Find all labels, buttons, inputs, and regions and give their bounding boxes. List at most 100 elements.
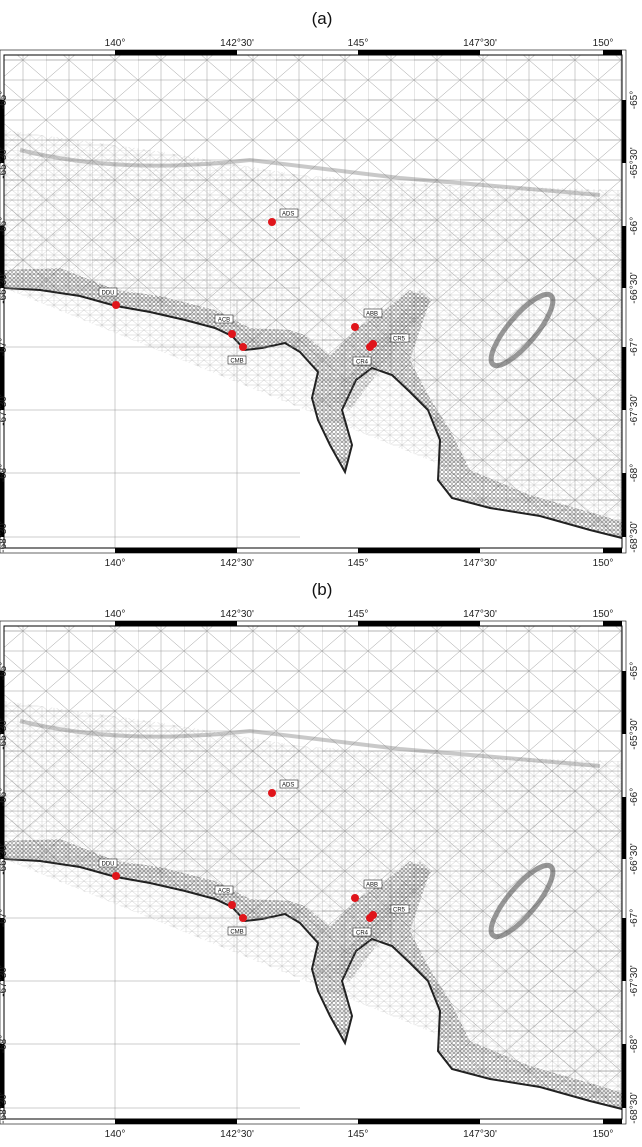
station-marker (366, 343, 374, 351)
latitude-label: -67°30' (629, 394, 640, 426)
station-label: ABB (366, 883, 378, 889)
map-frame (3, 625, 623, 1120)
station-label: CR5 (393, 908, 406, 914)
station-marker (112, 872, 120, 880)
border-bar (603, 50, 622, 55)
border-bar (0, 1044, 4, 1108)
border-outline (0, 620, 627, 1125)
border-bar (0, 226, 4, 288)
border-bar (622, 797, 626, 859)
coastal-dense-mesh (4, 268, 622, 538)
longitude-label: 142°30' (220, 1129, 254, 1140)
border-bar (603, 548, 622, 553)
latitude-label: -65°30' (629, 718, 640, 750)
latitude-label: -68°30' (0, 521, 9, 553)
map-panel: (a) 140° 140° 142°30' 142°30' 145° 145° 147°30'… (0, 9, 640, 569)
border-bar (622, 918, 626, 981)
longitude-label: 140° (105, 558, 126, 569)
latitude-label: -68° (629, 1035, 640, 1053)
coastal-dense-mesh (4, 839, 622, 1109)
station-label-box (98, 287, 118, 297)
station-marker (228, 901, 236, 909)
longitude-label: 145° (348, 1129, 369, 1140)
station-label: ADS (282, 212, 294, 218)
station-label-box (98, 858, 118, 868)
shelf-mesh (4, 130, 622, 538)
station-marker (268, 789, 276, 797)
border-bar (622, 226, 626, 288)
longitude-label: 150° (593, 38, 614, 49)
longitude-label: 147°30' (463, 38, 497, 49)
latitude-label: -67°30' (0, 394, 9, 426)
longitude-label: 142°30' (220, 558, 254, 569)
station-marker (351, 323, 359, 331)
latitude-label: -65°30' (629, 147, 640, 179)
latitude-label: -67° (0, 909, 9, 927)
latitude-label: -67°30' (0, 965, 9, 997)
station-label: ACB (218, 889, 230, 895)
latitude-label: -66°30' (629, 843, 640, 875)
latitude-label: -68° (629, 464, 640, 482)
border-bar (0, 100, 4, 163)
border-bar (0, 473, 4, 537)
station-marker (268, 218, 276, 226)
border-bar (358, 50, 480, 55)
border-bar (622, 1044, 626, 1108)
latitude-label: -66° (0, 217, 9, 235)
border-bar (0, 347, 4, 410)
border-bar (622, 473, 626, 537)
latitude-label: -66° (0, 788, 9, 806)
longitude-label: 140° (105, 38, 126, 49)
border-bar (0, 797, 4, 859)
glacier-tongue (330, 290, 432, 410)
longitude-label: 147°30' (463, 1129, 497, 1140)
longitude-label: 145° (348, 38, 369, 49)
latitude-label: -65°30' (0, 718, 9, 750)
station-label-box (227, 355, 247, 365)
longitude-label: 150° (593, 1129, 614, 1140)
latitude-label: -66° (629, 788, 640, 806)
border-bar (622, 100, 626, 163)
station-label: CR4 (356, 360, 369, 366)
border-outline (0, 49, 627, 554)
station-label-box (390, 904, 410, 914)
longitude-label: 140° (105, 609, 126, 620)
longitude-label: 142°30' (220, 38, 254, 49)
station-label-box (352, 927, 372, 937)
latitude-label: -67°30' (629, 965, 640, 997)
station-label-box (279, 208, 299, 218)
station-label: ADS (282, 783, 294, 789)
latitude-label: -68° (0, 1035, 9, 1053)
border-bar (622, 671, 626, 734)
border-bar (622, 347, 626, 410)
shelf-mesh (4, 701, 622, 1109)
station-marker (366, 914, 374, 922)
latitude-label: -68° (0, 464, 9, 482)
border-bar (358, 621, 480, 626)
coastline (3, 287, 623, 539)
latitude-label: -66°30' (0, 843, 9, 875)
panel-label: (a) (312, 9, 333, 28)
border-bar (358, 1119, 480, 1124)
station-label: ACB (218, 318, 230, 324)
station-label-box (214, 314, 234, 324)
station-label: CMB (230, 359, 243, 365)
station-label-box (390, 333, 410, 343)
map-frame (3, 54, 623, 549)
station-label: DDU (102, 862, 115, 868)
longitude-label: 142°30' (220, 609, 254, 620)
latitude-label: -66°30' (629, 272, 640, 304)
station-marker (239, 914, 247, 922)
ridge-mesh (19, 719, 601, 768)
latitude-label: -66° (629, 217, 640, 235)
longitude-label: 140° (105, 1129, 126, 1140)
border-bar (0, 671, 4, 734)
border-bar (115, 50, 237, 55)
map-panel: (b) 140° 140° 142°30' 142°30' 145° 145° 147°30'… (0, 580, 640, 1140)
border-bar (115, 1119, 237, 1124)
station-marker (228, 330, 236, 338)
panel-label: (b) (312, 580, 333, 599)
station-marker (112, 301, 120, 309)
station-label-box (352, 356, 372, 366)
